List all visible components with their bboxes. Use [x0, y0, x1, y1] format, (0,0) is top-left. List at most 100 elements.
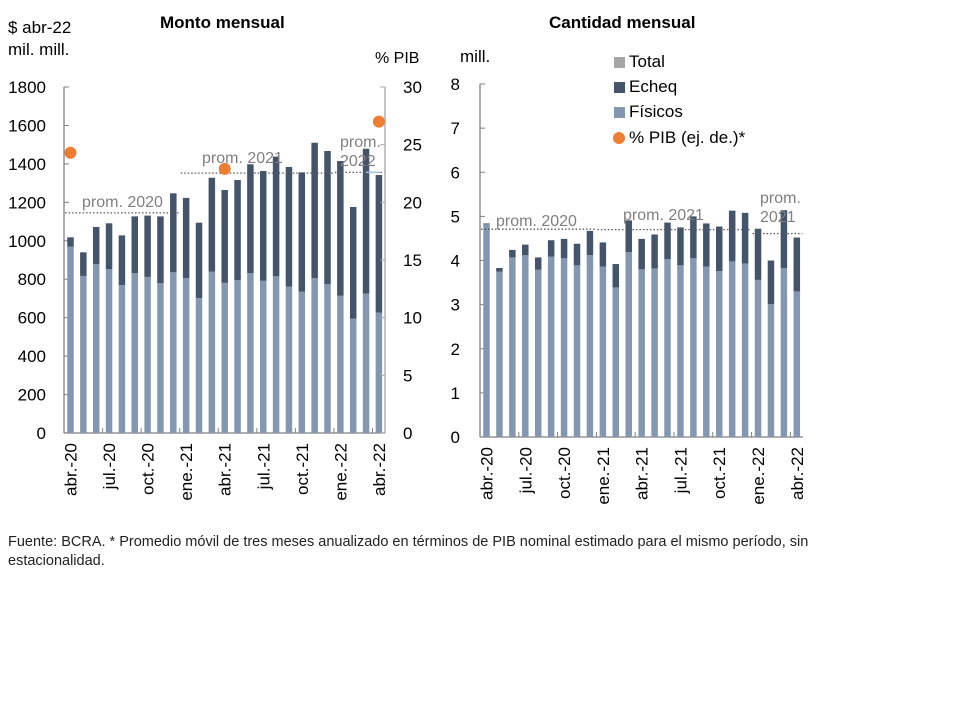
left-bar-echeq: [375, 175, 383, 313]
legend-label-echeq: Echeq: [629, 77, 678, 96]
left-bar-fisicos: [92, 264, 100, 433]
right-bar-echeq: [573, 243, 581, 266]
left-pib-point: [64, 146, 77, 159]
left-y-tick-label: 0: [37, 424, 46, 443]
right-bar-echeq: [483, 223, 490, 225]
left-x-tick-label: abr.-20: [62, 443, 81, 496]
left-bar-echeq: [80, 252, 87, 276]
left-bar-echeq: [260, 171, 267, 281]
legend-swatch-fisicos: [614, 106, 625, 118]
left-avg-label-2021: prom. 2021: [202, 150, 283, 167]
left-bar-fisicos: [208, 271, 216, 433]
left-bar-fisicos: [170, 272, 177, 433]
left-avg-label-2020: prom. 2020: [82, 194, 163, 211]
left-y-tick-label: 1400: [8, 155, 46, 174]
left-bar-fisicos: [221, 282, 228, 433]
right-y-tick-label: 3: [451, 296, 460, 315]
right-bar-fisicos: [728, 261, 736, 437]
legend-item-pib: % PIB (ej. de.)*: [613, 128, 745, 148]
left-bar-fisicos: [195, 298, 203, 433]
left-bar-echeq: [234, 180, 241, 280]
right-bar-echeq: [690, 216, 697, 259]
left-bar-echeq: [221, 190, 228, 283]
left-bar-echeq: [247, 164, 254, 274]
right-x-tick-label: jul.-21: [671, 447, 690, 494]
right-x-tick-label: abr.-20: [478, 447, 497, 500]
left-y-tick-label: 1600: [8, 116, 46, 135]
left-bar-fisicos: [337, 295, 344, 433]
right-bar-echeq: [715, 226, 723, 272]
left-x-tick-label: abr.-22: [370, 443, 389, 496]
legend-dot-pib: [613, 132, 625, 144]
left-bar-fisicos: [298, 291, 306, 433]
left-bar-fisicos: [131, 273, 138, 433]
right-bar-echeq: [509, 249, 516, 258]
right-bar-echeq: [703, 223, 710, 267]
left-bar-echeq: [105, 223, 113, 270]
left-bar-echeq: [182, 197, 190, 279]
right-bar-echeq: [586, 230, 594, 256]
left-bar-fisicos: [260, 280, 267, 433]
right-x-tick-label: oct.-20: [555, 447, 574, 499]
left-pib-point: [218, 162, 231, 175]
right-bar-echeq: [496, 268, 503, 272]
left-bar-echeq: [311, 142, 318, 279]
footnote: Fuente: BCRA. * Promedio móvil de tres m…: [8, 534, 809, 569]
left-y2-tick-label: 20: [403, 193, 422, 212]
right-bar-fisicos: [522, 255, 529, 437]
right-bar-fisicos: [599, 266, 607, 437]
right-bar-fisicos: [638, 269, 645, 437]
right-bar-echeq: [754, 228, 762, 280]
left-bar-fisicos: [272, 276, 280, 433]
left-y-axis-unit-line1: $ abr-22: [8, 18, 72, 37]
left-x-tick-label: ene.-21: [177, 443, 196, 501]
left-bar-fisicos: [67, 246, 74, 433]
left-y-tick-label: 1000: [8, 232, 46, 251]
left-y2-tick-label: 25: [403, 136, 422, 155]
right-bar-fisicos: [651, 268, 658, 437]
left-bar-echeq: [195, 222, 203, 299]
left-x-tick-label: jul.-21: [254, 443, 273, 490]
left-bar-fisicos: [324, 284, 331, 433]
right-bar-echeq: [677, 227, 684, 266]
left-bar-fisicos: [285, 286, 293, 433]
left-bar-echeq: [298, 172, 306, 292]
left-bar-echeq: [131, 216, 138, 274]
right-bar-echeq: [534, 257, 542, 270]
left-bar-fisicos: [375, 312, 383, 433]
left-pib-point: [372, 115, 385, 128]
left-bar-fisicos: [118, 284, 126, 433]
right-bar-fisicos: [496, 271, 503, 437]
right-avg-label-last-line1: prom.: [760, 190, 801, 207]
right-bar-fisicos: [767, 304, 775, 437]
legend-label-fisicos: Físicos: [629, 102, 683, 121]
right-bar-fisicos: [534, 269, 542, 437]
right-bar-fisicos: [483, 224, 490, 437]
left-y-tick-label: 800: [18, 270, 46, 289]
right-chart-title: Cantidad mensual: [549, 13, 696, 32]
left-y-tick-label: 400: [18, 347, 46, 366]
left-x-tick-label: jul.-20: [100, 443, 119, 490]
right-y-tick-label: 1: [451, 384, 460, 403]
left-bar-echeq: [272, 156, 280, 277]
left-bar-fisicos: [157, 283, 164, 433]
right-y-tick-label: 6: [451, 163, 460, 182]
right-bar-fisicos: [677, 265, 684, 437]
left-bar-echeq: [349, 206, 357, 319]
left-bar-echeq: [67, 237, 74, 247]
left-avg-label-2022-line2: 2022: [340, 153, 376, 170]
left-bar-fisicos: [349, 318, 357, 433]
right-bar-echeq: [625, 220, 632, 253]
left-avg-label-2022-line1: prom.: [340, 134, 381, 151]
left-y2-tick-label: 30: [403, 78, 422, 97]
left-bar-echeq: [337, 161, 344, 296]
left-chart-title: Monto mensual: [160, 13, 285, 32]
right-y-tick-label: 8: [451, 75, 460, 94]
right-x-tick-label: oct.-21: [710, 447, 729, 499]
right-bar-echeq: [612, 264, 620, 288]
legend-item-fisicos: Físicos: [614, 102, 683, 122]
right-bar-echeq: [599, 242, 607, 267]
left-y-tick-label: 200: [18, 386, 46, 405]
right-bar-echeq: [522, 244, 529, 256]
left-bar-fisicos: [105, 269, 113, 433]
